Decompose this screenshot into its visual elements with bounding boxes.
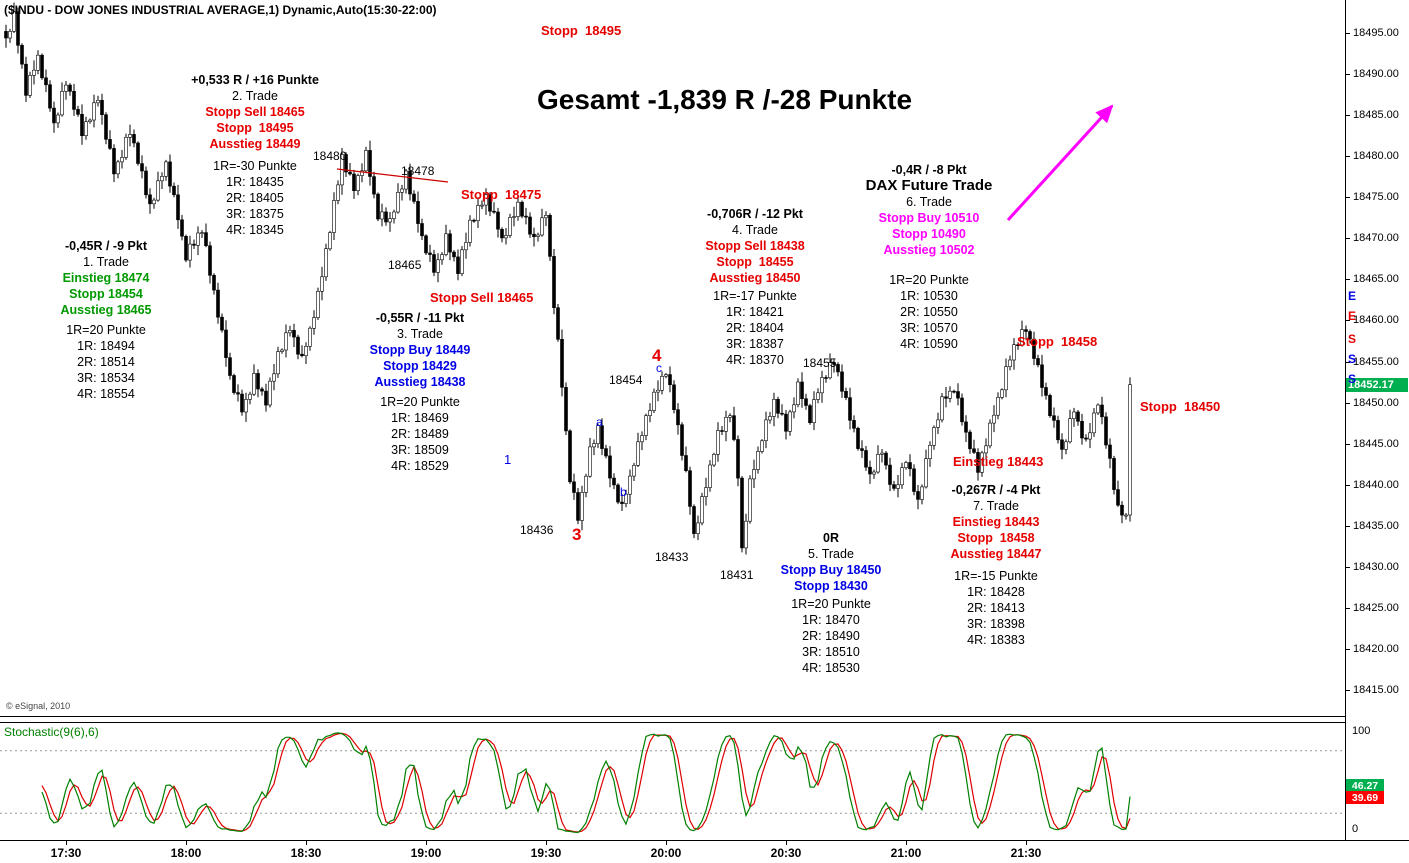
- time-axis-label: 21:30: [1010, 846, 1042, 860]
- axis-divider: [1345, 0, 1346, 840]
- time-axis-tick: [906, 841, 907, 845]
- time-axis-label: 17:30: [50, 846, 82, 860]
- price-axis[interactable]: 18452.17 18495.00 18490.00 18485.00 18480.0…: [1345, 0, 1409, 840]
- time-axis-tick: [426, 841, 427, 845]
- price-axis-label: 18485.00: [1353, 109, 1399, 122]
- price-axis-tick: [1345, 115, 1350, 117]
- price-axis-label: 18415.00: [1353, 684, 1399, 696]
- time-axis-label: 19:00: [410, 846, 442, 860]
- price-chart-canvas[interactable]: [0, 0, 1345, 716]
- price-axis-label: 18445.00: [1353, 437, 1399, 450]
- price-axis-tick: [1345, 690, 1350, 691]
- stochastic-canvas[interactable]: [0, 722, 1345, 840]
- panel-divider: [0, 840, 1409, 841]
- panel-divider: [0, 716, 1345, 717]
- price-axis-tick: [1345, 279, 1350, 281]
- copyright-note: © eSignal, 2010: [6, 701, 71, 711]
- price-axis-label: 18460.00: [1353, 314, 1399, 327]
- price-axis-tick: [1345, 402, 1350, 404]
- price-axis-label: 18455.00: [1353, 355, 1399, 368]
- stochastic-label: Stochastic(9(6),6): [4, 725, 99, 739]
- time-axis-label: 20:30: [770, 846, 802, 860]
- price-axis-tick: [1345, 197, 1350, 199]
- current-price-badge: 18452.17: [1346, 377, 1408, 392]
- price-axis-label: 18450.00: [1353, 396, 1399, 409]
- price-axis-tick: [1345, 361, 1350, 363]
- panel-divider: [0, 722, 1345, 723]
- stochastic-panel: Stochastic(9(6),6): [0, 722, 1345, 840]
- time-axis-tick: [306, 841, 307, 845]
- time-axis-label: 21:00: [890, 846, 922, 860]
- time-axis-tick: [786, 841, 787, 845]
- price-axis-label: 18490.00: [1353, 68, 1399, 81]
- time-axis[interactable]: 17:30 18:00 18:30 19:00 19:30 20:00 20:30 21:00…: [0, 841, 1409, 863]
- price-axis-tick: [1345, 238, 1350, 240]
- stochastic-d-value-badge: 39.69: [1346, 791, 1384, 804]
- stochastic-k-value-badge: 46.27: [1346, 779, 1384, 792]
- chart-title: ($INDU - DOW JONES INDUSTRIAL AVERAGE,1)…: [4, 3, 437, 17]
- price-axis-tick: [1345, 566, 1350, 568]
- price-axis-label: 18425.00: [1353, 601, 1399, 614]
- price-axis-tick: [1345, 156, 1350, 158]
- price-axis-tick: [1345, 484, 1350, 486]
- stochastic-scale-0: 0: [1352, 823, 1359, 835]
- scale-order-marker: S: [1348, 372, 1357, 386]
- price-axis-label: 18465.00: [1353, 273, 1399, 286]
- scale-order-marker: S: [1348, 352, 1357, 366]
- price-axis-tick: [1345, 320, 1350, 322]
- time-axis-label: 19:30: [530, 846, 562, 860]
- time-axis-label: 18:30: [290, 846, 322, 860]
- price-axis-tick: [1345, 648, 1350, 650]
- time-axis-label: 18:00: [170, 846, 202, 860]
- price-axis-label: 18440.00: [1353, 478, 1399, 491]
- time-axis-tick: [1026, 841, 1027, 845]
- time-axis-tick: [546, 841, 547, 845]
- price-axis-label: 18420.00: [1353, 642, 1399, 655]
- price-chart-panel: Stopp 18495 Gesamt -1,839 R /-28 Punkte 18…: [0, 0, 1345, 716]
- price-axis-label: 18495.00: [1353, 27, 1399, 39]
- price-axis-label: 18475.00: [1353, 191, 1399, 204]
- time-axis-label: 20:00: [650, 846, 682, 860]
- time-axis-tick: [66, 841, 67, 845]
- price-axis-tick: [1345, 525, 1350, 527]
- scale-order-marker: E: [1348, 309, 1357, 323]
- time-axis-tick: [666, 841, 667, 845]
- stochastic-scale-100: 100: [1352, 725, 1371, 737]
- price-axis-label: 18480.00: [1353, 150, 1399, 163]
- price-axis-tick: [1345, 607, 1350, 609]
- price-axis-tick: [1345, 33, 1350, 34]
- price-axis-label: 18470.00: [1353, 232, 1399, 245]
- scale-order-marker: E: [1348, 289, 1357, 303]
- price-axis-tick: [1345, 74, 1350, 76]
- scale-order-marker: S: [1348, 332, 1357, 346]
- price-axis-label: 18435.00: [1353, 519, 1399, 532]
- price-axis-label: 18430.00: [1353, 560, 1399, 573]
- price-axis-tick: [1345, 443, 1350, 445]
- time-axis-tick: [186, 841, 187, 845]
